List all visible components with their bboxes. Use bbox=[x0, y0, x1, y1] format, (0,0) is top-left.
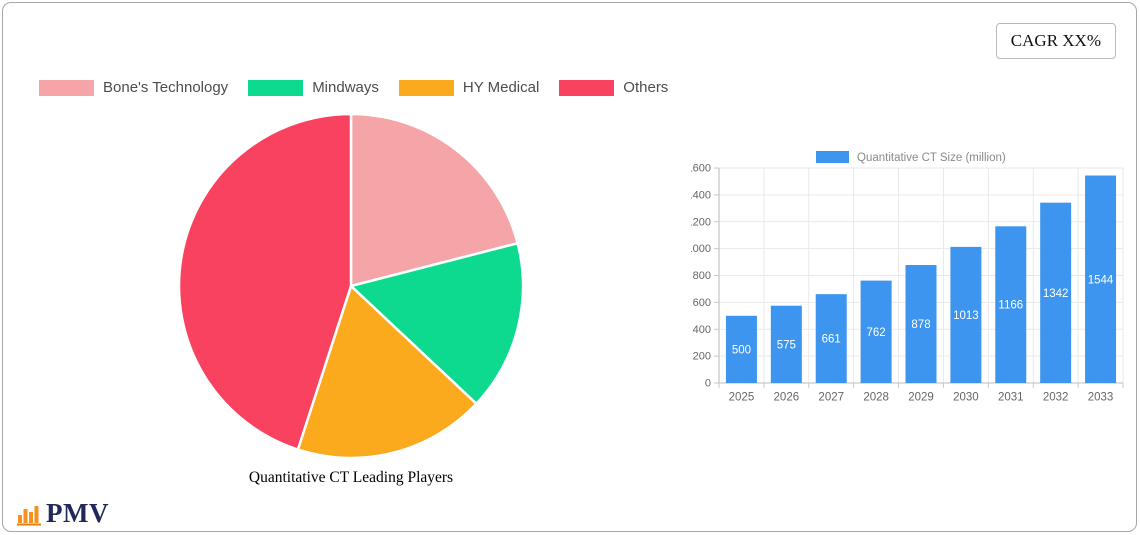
legend-label: Mindways bbox=[312, 79, 379, 96]
bar-2026 bbox=[770, 305, 802, 383]
pie-slice-hy-medical bbox=[296, 284, 478, 460]
pie-chart bbox=[177, 112, 525, 460]
bar-2029 bbox=[905, 265, 937, 383]
bar-value-label: 1544 bbox=[1088, 274, 1114, 286]
bar-value-label: 1013 bbox=[953, 310, 979, 322]
bar-value-label: 500 bbox=[732, 344, 751, 356]
y-tick-label: 400 bbox=[693, 324, 711, 336]
bar-2032 bbox=[1040, 202, 1072, 383]
legend-label: Bone's Technology bbox=[103, 79, 229, 96]
bar-legend-label: Quantitative CT Size (million) bbox=[857, 152, 1006, 164]
x-category-label: 2029 bbox=[908, 392, 934, 404]
legend-item-bone-s-technology: Bone's Technology bbox=[39, 79, 228, 96]
legend-swatch bbox=[39, 79, 94, 96]
y-tick-label: 800 bbox=[693, 270, 711, 282]
bar-2028 bbox=[860, 280, 892, 383]
legend-item-hy-medical: HY Medical bbox=[398, 79, 540, 96]
y-tick-label: 1400 bbox=[691, 189, 711, 201]
bar-value-label: 762 bbox=[867, 327, 886, 339]
legend-label: Others bbox=[623, 79, 669, 96]
cagr-badge: CAGR XX% bbox=[995, 23, 1116, 59]
y-tick-label: 1600 bbox=[691, 163, 711, 175]
x-category-label: 2028 bbox=[863, 392, 889, 404]
legend-item-mindways: Mindways bbox=[248, 79, 379, 96]
y-tick-label: 600 bbox=[693, 297, 711, 309]
pie-legend: Bone's Technology Mindways HY Medical Other… bbox=[39, 79, 668, 96]
legend-swatch bbox=[398, 79, 454, 96]
bar-chart: 0 200 400 600 800 1000 1200 1400 1600 500 2025 575 2… bbox=[691, 151, 1124, 404]
bar-2027 bbox=[815, 294, 847, 383]
x-category-label: 2032 bbox=[1043, 392, 1069, 404]
x-category-label: 2026 bbox=[774, 392, 800, 404]
pie-slice-others bbox=[177, 112, 353, 451]
pmv-logo: PMV bbox=[17, 500, 109, 527]
bar-value-label: 878 bbox=[911, 319, 930, 331]
legend-item-others: Others bbox=[559, 79, 668, 96]
y-tick-label: 1200 bbox=[691, 216, 711, 228]
legend-label: HY Medical bbox=[462, 79, 540, 96]
bar-legend-swatch bbox=[816, 151, 849, 163]
pie-slice-mindways bbox=[349, 241, 525, 405]
bar-2030 bbox=[950, 246, 982, 383]
x-category-label: 2027 bbox=[818, 392, 844, 404]
bar-value-label: 1166 bbox=[998, 300, 1023, 312]
legend-swatch bbox=[559, 79, 615, 96]
bar-value-label: 661 bbox=[822, 334, 841, 346]
bar-2031 bbox=[995, 226, 1027, 383]
x-category-label: 2030 bbox=[953, 392, 979, 404]
x-category-label: 2031 bbox=[998, 392, 1024, 404]
legend-swatch bbox=[248, 79, 304, 96]
pie-slice-bone-s-technology bbox=[349, 112, 519, 288]
bar-2033 bbox=[1085, 175, 1117, 383]
y-tick-label: 200 bbox=[693, 351, 711, 363]
bar-chart-logo-icon bbox=[17, 506, 41, 526]
bar-value-label: 1342 bbox=[1043, 288, 1069, 300]
y-tick-label: 0 bbox=[705, 378, 711, 390]
bar-value-label: 575 bbox=[777, 339, 796, 351]
x-category-label: 2025 bbox=[729, 392, 755, 404]
bar-2025 bbox=[725, 315, 757, 383]
pie-chart-title: Quantitative CT Leading Players bbox=[248, 469, 454, 486]
logo-text: PMV bbox=[46, 498, 109, 528]
x-category-label: 2033 bbox=[1088, 392, 1114, 404]
y-tick-label: 1000 bbox=[691, 243, 711, 255]
